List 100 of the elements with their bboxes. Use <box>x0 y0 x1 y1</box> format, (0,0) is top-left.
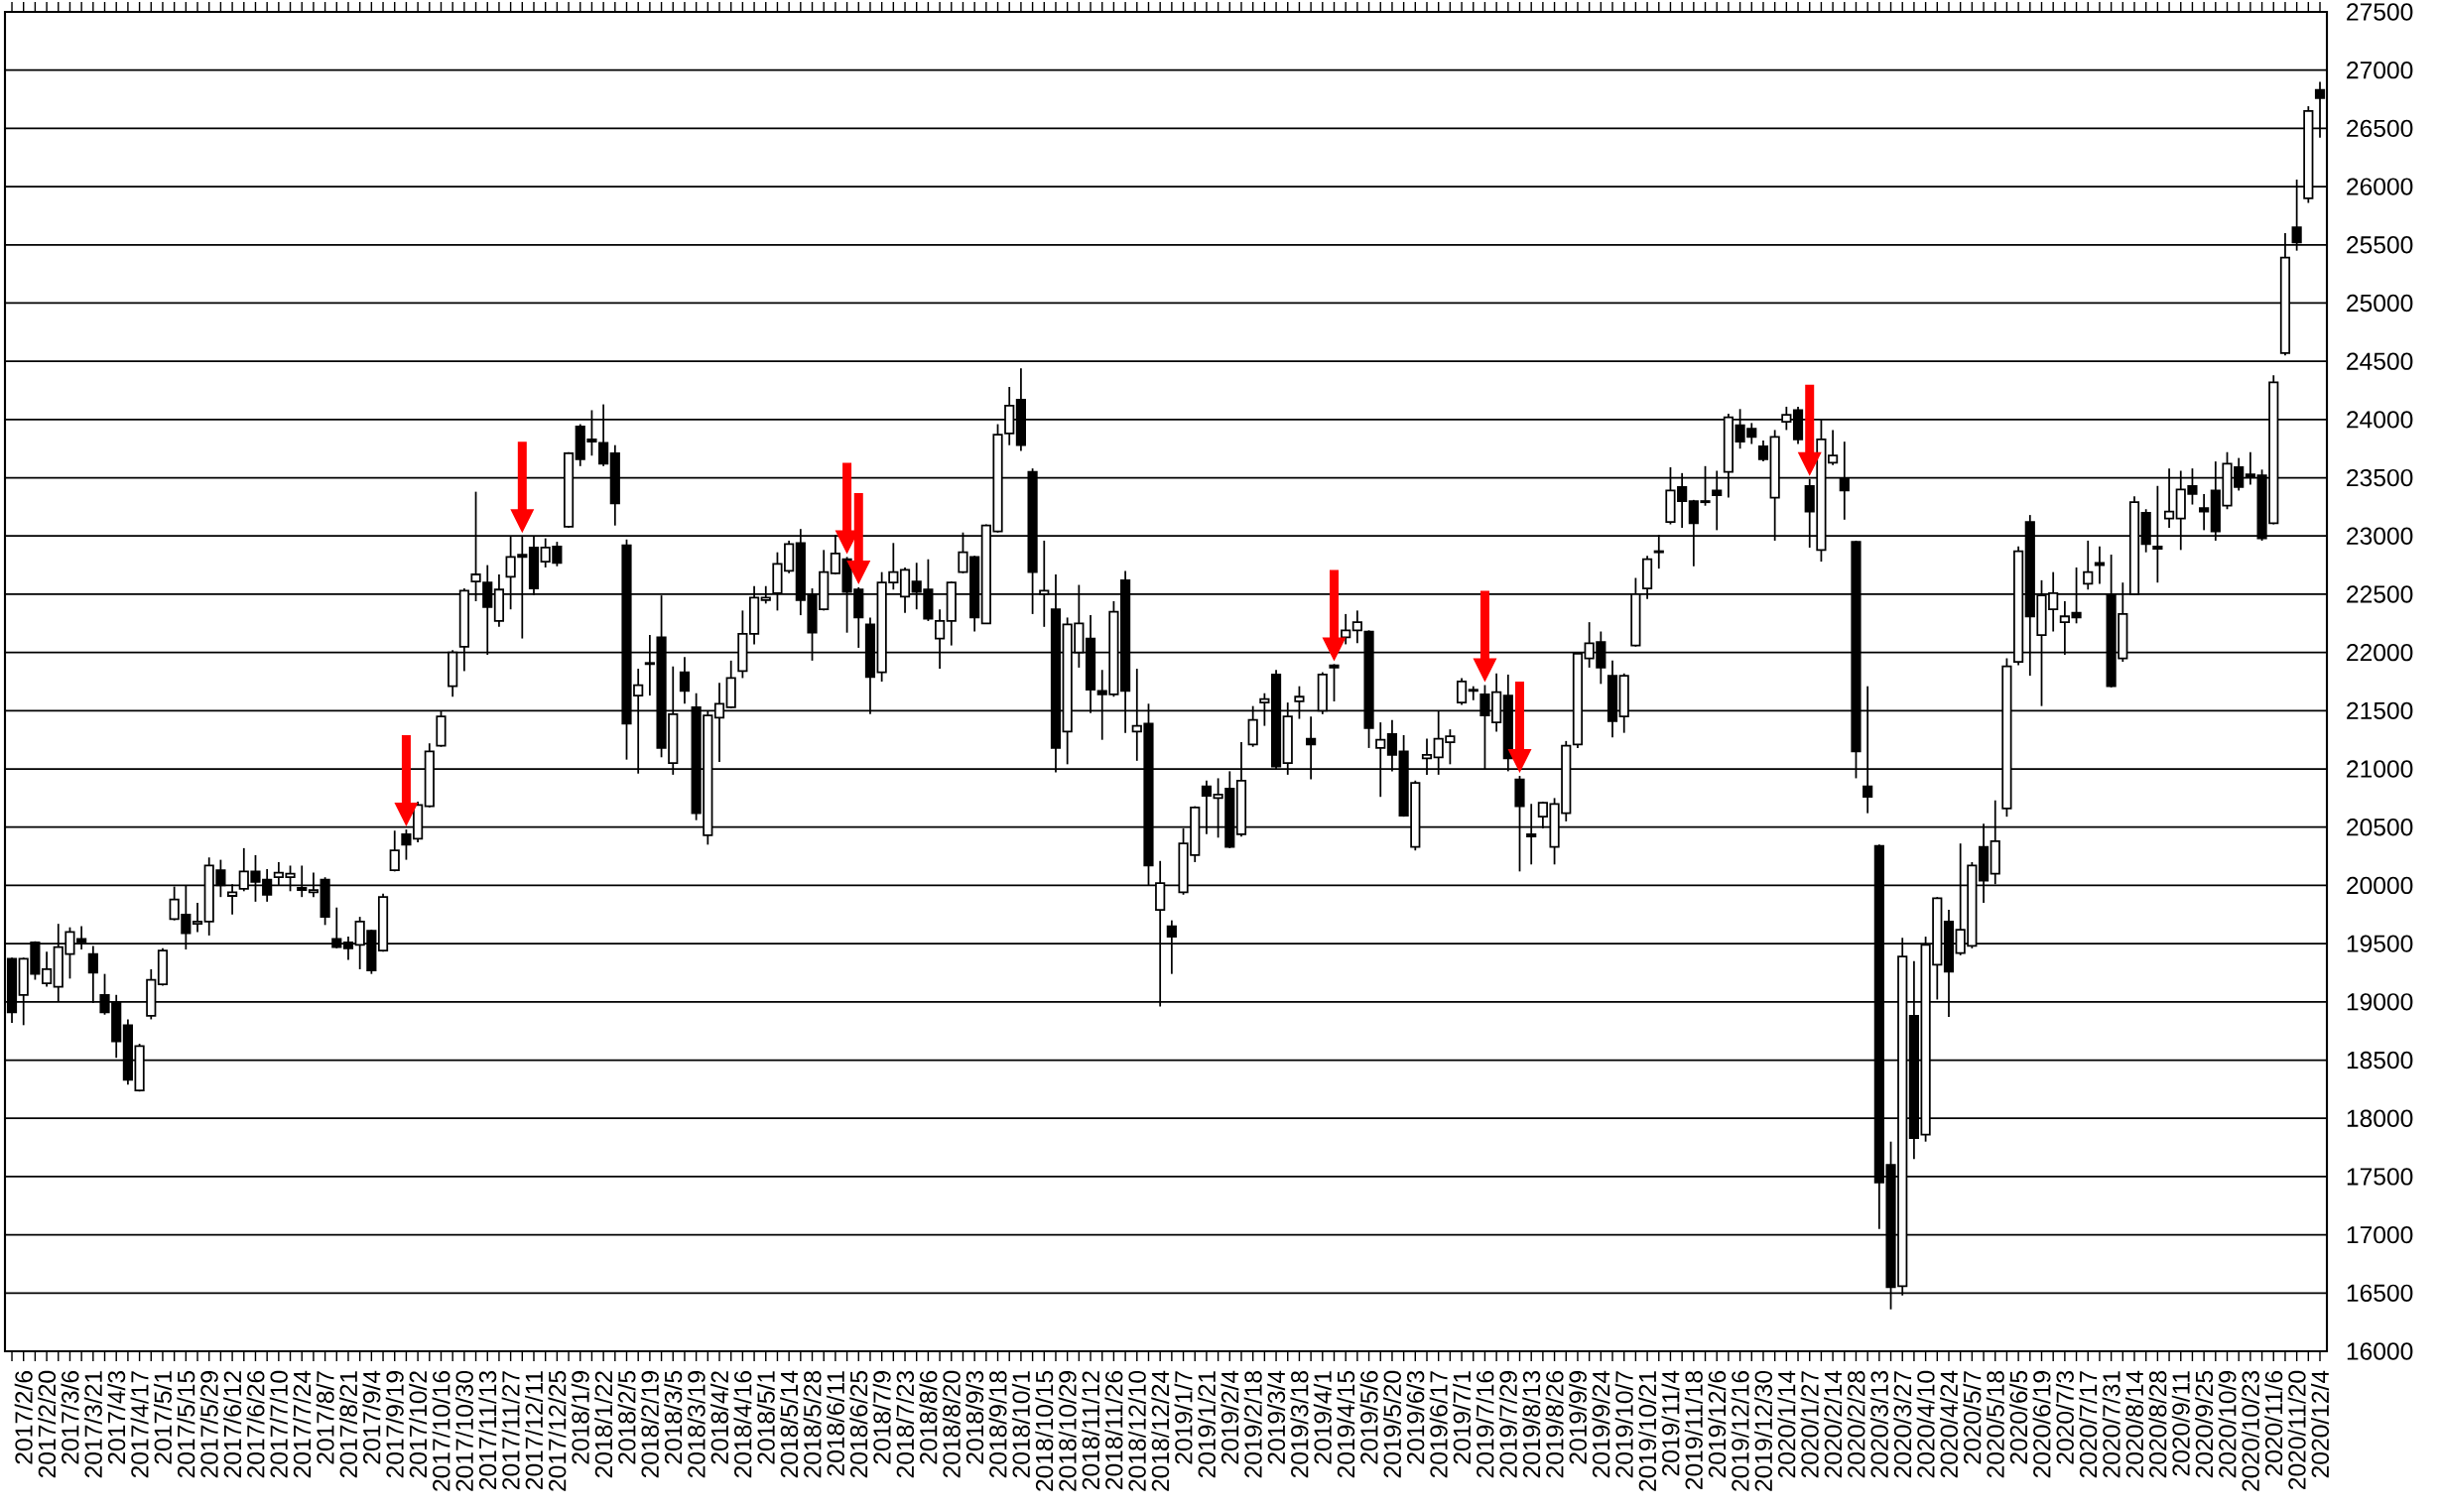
y-tick-label: 27500 <box>2347 3 2413 21</box>
y-tick-label: 26000 <box>2347 178 2413 195</box>
candlestick <box>679 656 691 705</box>
candlestick <box>1259 692 1270 727</box>
y-tick-label: 25500 <box>2347 236 2413 254</box>
candlestick <box>87 945 98 1004</box>
x-tick-label: 2019/1/21 <box>1197 1371 1216 1478</box>
x-tick-label: 2018/12/24 <box>1151 1370 1170 1491</box>
candlestick <box>2163 467 2175 529</box>
candlestick <box>1375 721 1386 799</box>
x-tick-label: 2018/10/15 <box>1035 1370 1054 1491</box>
candlestick <box>1294 685 1305 720</box>
candlestick <box>1456 677 1468 706</box>
x-tick-label: 2019/2/18 <box>1243 1370 1262 1478</box>
x-tick-label: 2018/6/25 <box>849 1370 868 1478</box>
x-tick-label: 2020/10/9 <box>2218 1371 2237 1478</box>
x-tick-label: 2019/7/29 <box>1498 1371 1517 1478</box>
y-tick-label: 16000 <box>2347 1342 2413 1360</box>
candlestick <box>1166 919 1177 975</box>
y-tick-label: 22500 <box>2347 585 2413 603</box>
y-tick-label: 18500 <box>2347 1051 2413 1070</box>
y-tick-label: 26500 <box>2347 119 2413 138</box>
x-tick-label: 2020/5/18 <box>1986 1370 2004 1478</box>
x-tick-label: 2020/10/23 <box>2241 1371 2259 1491</box>
x-tick-label: 2017/5/1 <box>153 1371 172 1464</box>
x-tick-label: 2019/7/1 <box>1453 1371 1472 1464</box>
candlestick <box>1839 441 1850 521</box>
x-tick-label: 2019/10/7 <box>1614 1371 1633 1478</box>
candlestick <box>42 950 53 988</box>
x-tick-label: 2017/11/13 <box>478 1371 497 1489</box>
x-tick-label: 2018/9/3 <box>965 1371 984 1464</box>
y-tick-label: 17500 <box>2347 1168 2413 1186</box>
x-tick-label: 2019/8/26 <box>1545 1371 1564 1478</box>
x-tick-label: 2018/3/5 <box>664 1370 683 1464</box>
x-tick-label: 2020/1/27 <box>1800 1371 1819 1478</box>
x-tick-label: 2017/10/16 <box>432 1371 450 1491</box>
y-tick-label: 23000 <box>2347 527 2413 545</box>
x-tick-label: 2020/3/13 <box>1869 1371 1888 1478</box>
x-tick-label: 2020/6/19 <box>2032 1371 2051 1478</box>
x-tick-label: 2020/2/14 <box>1824 1370 1843 1478</box>
candlestick <box>1781 406 1792 432</box>
y-tick-label: 23500 <box>2347 468 2413 487</box>
x-tick-label: 2018/4/16 <box>733 1371 752 1478</box>
x-tick-label: 2018/10/1 <box>1011 1371 1030 1478</box>
candlestick <box>297 864 308 899</box>
x-tick-label: 2019/9/24 <box>1592 1370 1610 1478</box>
candlestick <box>342 936 354 961</box>
candlestick <box>2291 179 2302 252</box>
x-tick-label: 2019/4/15 <box>1337 1370 1355 1478</box>
x-tick-label: 2020/11/20 <box>2287 1370 2306 1489</box>
y-tick-label: 17000 <box>2347 1225 2413 1244</box>
x-tick-label: 2017/2/6 <box>14 1371 33 1464</box>
y-tick-label: 22000 <box>2347 643 2413 662</box>
x-tick-label: 2017/4/17 <box>130 1371 149 1478</box>
x-tick-label: 2020/1/14 <box>1777 1370 1796 1478</box>
y-tick-label: 20000 <box>2347 876 2413 895</box>
x-tick-label: 2018/4/2 <box>710 1371 729 1464</box>
candlestick <box>331 906 342 949</box>
x-tick-label: 2019/12/6 <box>1708 1371 1727 1478</box>
candlestick <box>227 883 238 916</box>
x-tick-label: 2018/12/10 <box>1127 1370 1146 1491</box>
y-tick-label: 27000 <box>2347 62 2413 79</box>
x-tick-label: 2019/10/21 <box>1638 1371 1657 1491</box>
candlestick <box>1351 609 1362 645</box>
x-tick-label: 2018/5/28 <box>803 1370 822 1478</box>
x-tick-label: 2019/6/3 <box>1406 1371 1425 1464</box>
y-tick-label: 19000 <box>2347 993 2413 1011</box>
x-tick-label: 2020/8/14 <box>2124 1370 2144 1478</box>
x-tick-label: 2019/5/20 <box>1382 1370 1401 1478</box>
x-tick-label: 2018/1/9 <box>571 1371 589 1464</box>
x-tick-label: 2017/12/25 <box>548 1370 567 1491</box>
x-tick-label: 2020/9/25 <box>2195 1370 2214 1478</box>
x-tick-label: 2017/11/27 <box>501 1371 520 1489</box>
y-tick-label: 24000 <box>2347 411 2413 429</box>
candlestick <box>2083 540 2094 591</box>
x-tick-label: 2017/3/21 <box>83 1371 102 1478</box>
x-tick-label: 2017/5/29 <box>199 1371 218 1478</box>
candlestick <box>2199 493 2210 532</box>
candlestick <box>1329 663 1340 702</box>
candlestick <box>1653 534 1664 570</box>
candlestick <box>713 682 725 763</box>
x-tick-label: 2017/12/11 <box>524 1371 544 1489</box>
candlestick <box>1201 779 1213 835</box>
y-tick-label: 18000 <box>2347 1109 2413 1127</box>
candlestick <box>1712 469 1723 532</box>
x-tick-label: 2017/8/21 <box>338 1371 357 1478</box>
x-tick-label: 2017/5/15 <box>177 1370 195 1478</box>
y-tick-label: 25000 <box>2347 294 2413 313</box>
x-tick-label: 2017/2/20 <box>38 1370 57 1478</box>
x-tick-label: 2018/2/5 <box>617 1370 636 1464</box>
x-tick-label: 2017/9/19 <box>385 1371 404 1478</box>
x-tick-label: 2020/7/31 <box>2102 1371 2120 1478</box>
x-tick-label: 2017/4/3 <box>107 1371 126 1464</box>
x-tick-label: 2018/7/9 <box>872 1371 891 1464</box>
x-tick-label: 2018/2/19 <box>640 1371 659 1478</box>
x-tick-label: 2018/10/29 <box>1058 1371 1077 1491</box>
x-tick-label: 2017/6/26 <box>246 1371 265 1478</box>
candlestick <box>2152 484 2163 584</box>
x-tick-label: 2020/11/6 <box>2264 1371 2283 1476</box>
candlestick <box>1341 613 1351 646</box>
